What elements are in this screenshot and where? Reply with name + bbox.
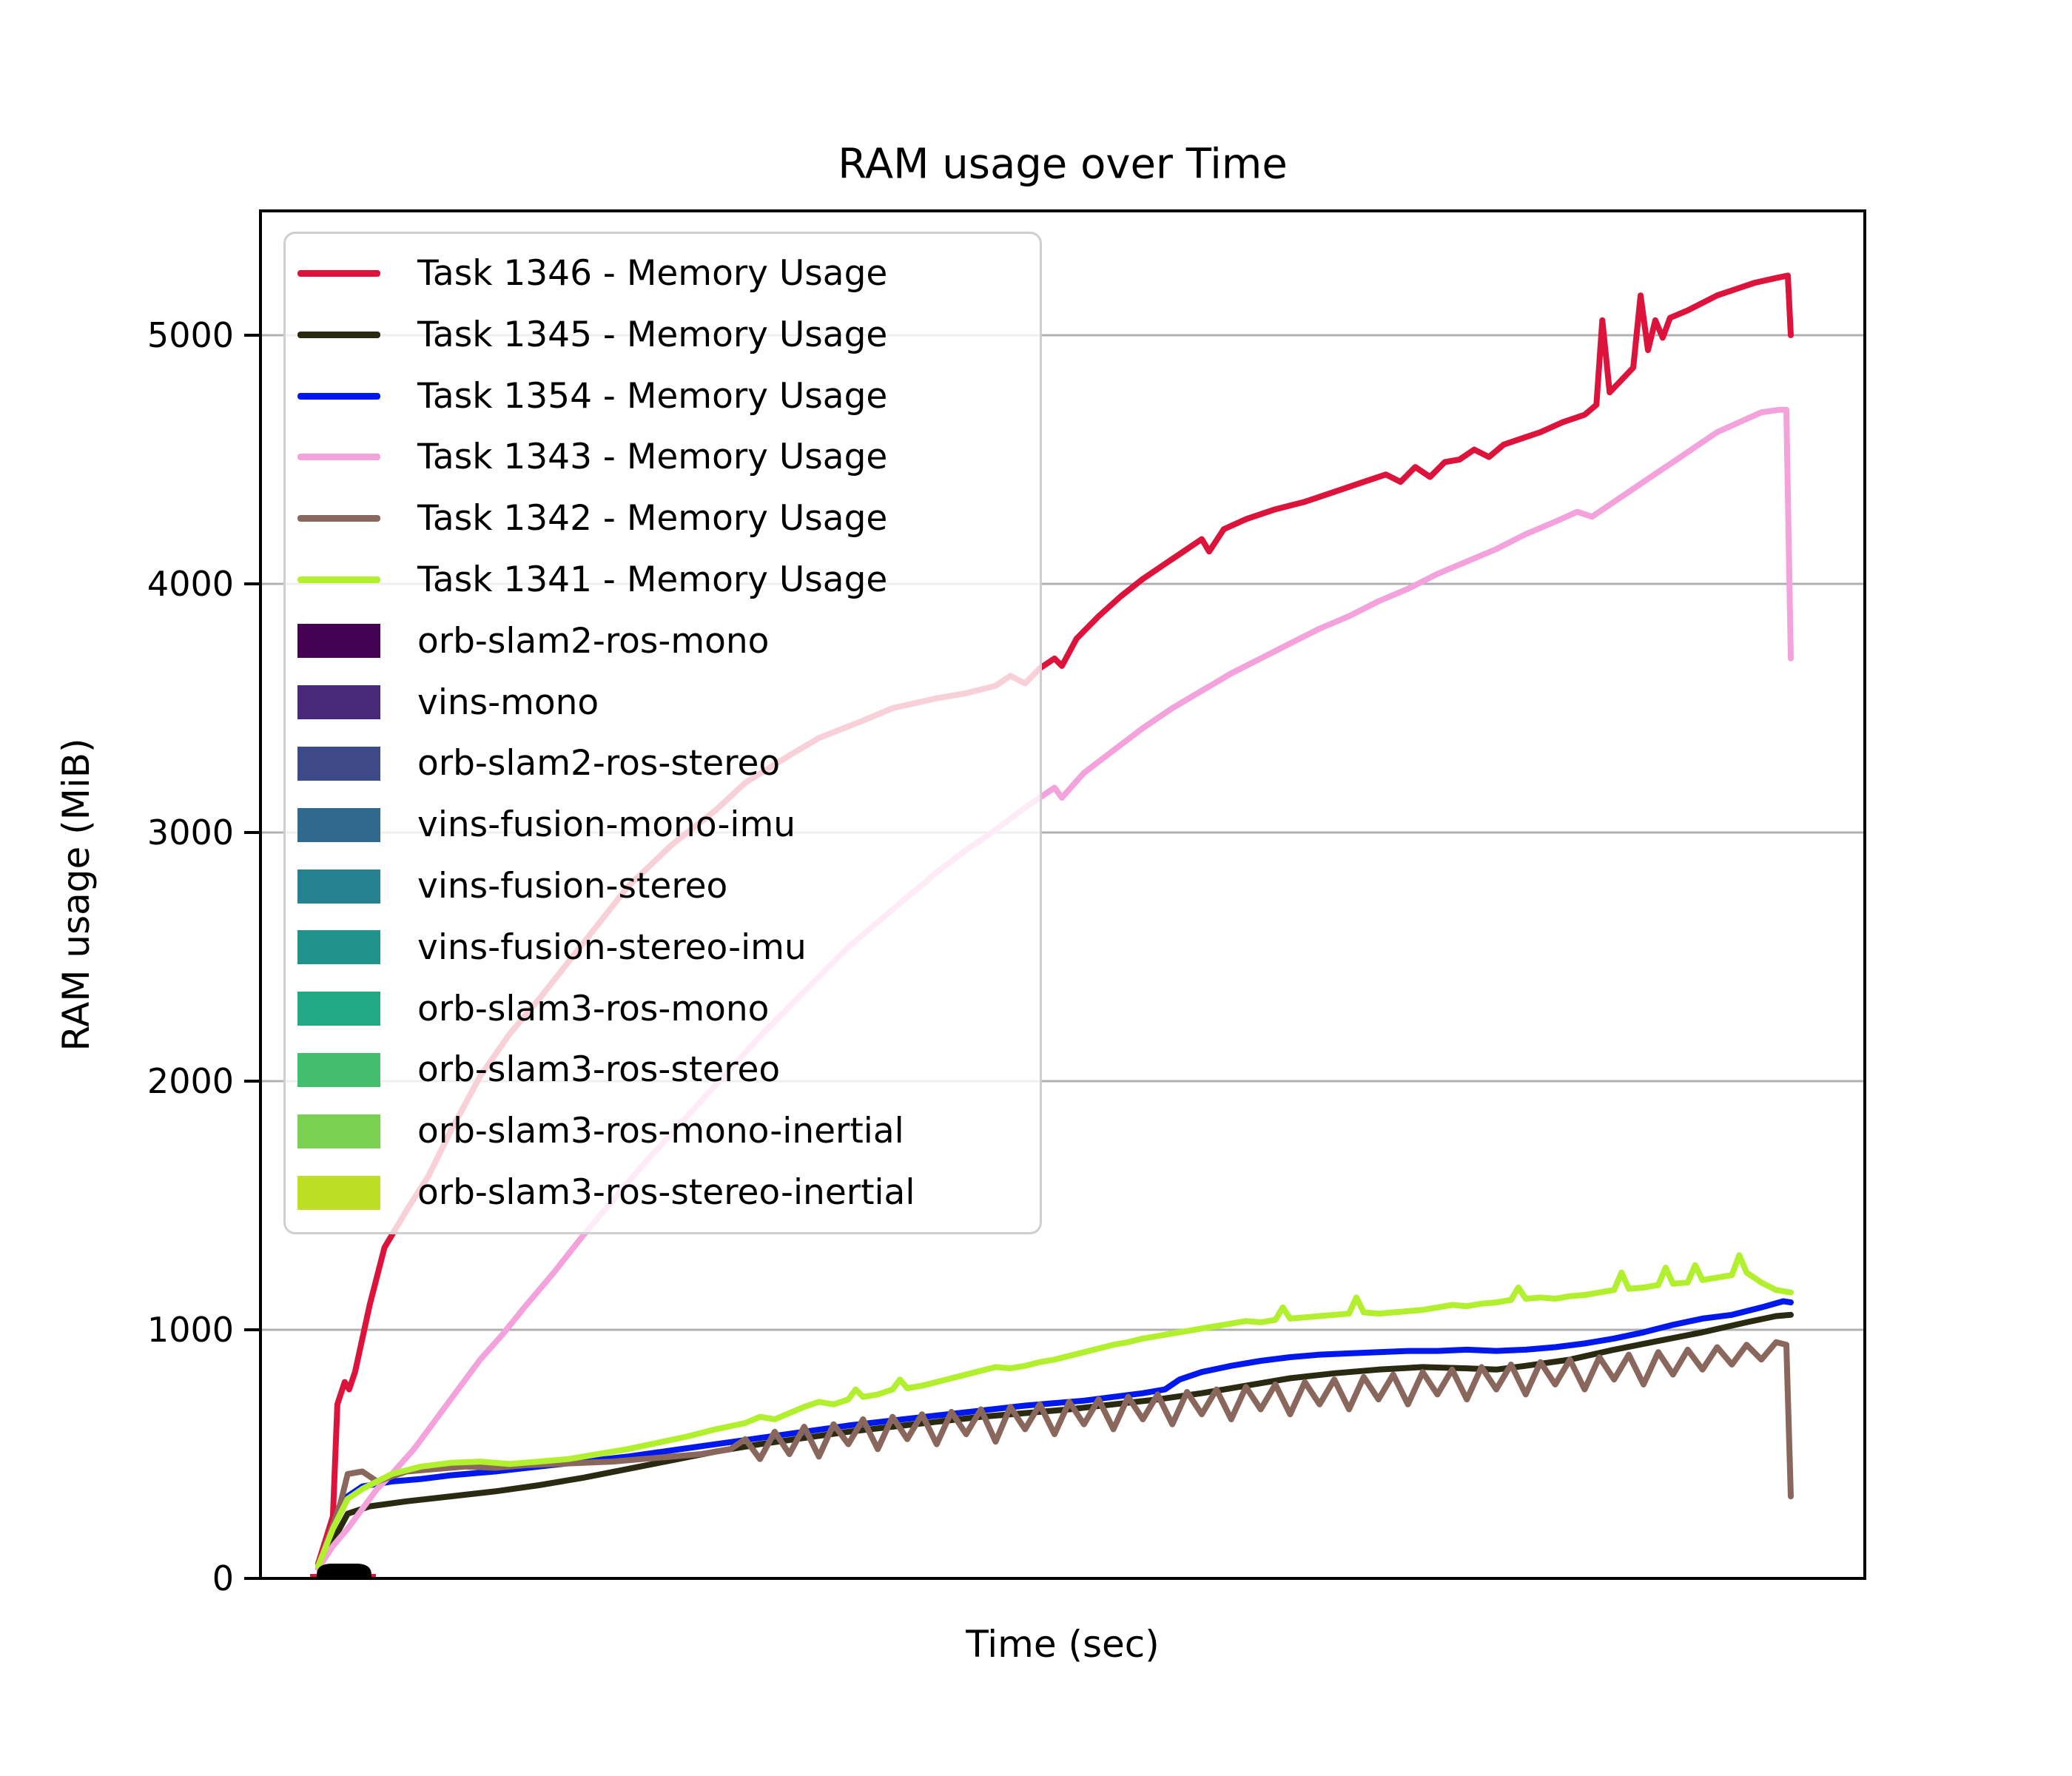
legend-line-handle bbox=[297, 331, 380, 338]
legend-item-line-3: Task 1343 - Memory Usage bbox=[297, 428, 1040, 487]
patch-swatch-icon bbox=[297, 624, 380, 659]
chart-title: RAM usage over Time bbox=[838, 140, 1288, 189]
legend-label: vins-fusion-stereo bbox=[417, 866, 728, 907]
line-swatch-icon bbox=[297, 331, 380, 338]
legend-item-patch-3: vins-fusion-mono-imu bbox=[297, 796, 1040, 855]
legend-item-patch-4: vins-fusion-stereo bbox=[297, 857, 1040, 916]
legend-patch-handle bbox=[297, 746, 380, 781]
legend-item-patch-2: orb-slam2-ros-stereo bbox=[297, 734, 1040, 793]
series-line-task-1343-memory-usage bbox=[315, 406, 1794, 1572]
legend-label: Task 1346 - Memory Usage bbox=[417, 252, 888, 294]
patch-swatch-icon bbox=[297, 992, 380, 1026]
legend-label: orb-slam3-ros-stereo-inertial bbox=[417, 1172, 915, 1214]
legend-line-handle bbox=[297, 576, 380, 583]
legend-item-patch-9: orb-slam3-ros-stereo-inertial bbox=[297, 1163, 1040, 1222]
legend-patch-handle bbox=[297, 1114, 380, 1148]
legend-item-patch-1: vins-mono bbox=[297, 673, 1040, 732]
line-swatch-icon bbox=[297, 515, 380, 522]
legend-item-patch-6: orb-slam3-ros-mono bbox=[297, 979, 1040, 1038]
patch-swatch-icon bbox=[297, 685, 380, 720]
y-tick-label: 4000 bbox=[147, 564, 234, 604]
legend-line-handle bbox=[297, 515, 380, 522]
y-tick-label: 5000 bbox=[147, 315, 234, 355]
y-tick-label: 0 bbox=[212, 1558, 234, 1598]
legend-label: vins-mono bbox=[417, 682, 599, 723]
legend-item-line-1: Task 1345 - Memory Usage bbox=[297, 305, 1040, 364]
start-marker-red-left bbox=[310, 1574, 319, 1578]
y-tick-label: 3000 bbox=[147, 813, 234, 852]
legend-item-line-5: Task 1341 - Memory Usage bbox=[297, 550, 1040, 609]
legend-patch-handle bbox=[297, 1175, 380, 1210]
series-line-task-1341-memory-usage bbox=[315, 1252, 1794, 1570]
legend-patch-handle bbox=[297, 1052, 380, 1087]
line-swatch-icon bbox=[297, 454, 380, 461]
legend-item-patch-0: orb-slam2-ros-mono bbox=[297, 611, 1040, 670]
patch-swatch-icon bbox=[297, 1114, 380, 1148]
legend-item-line-4: Task 1342 - Memory Usage bbox=[297, 489, 1040, 548]
patch-swatch-icon bbox=[297, 869, 380, 904]
y-tick-label: 1000 bbox=[147, 1310, 234, 1350]
series-line-task-1345-memory-usage bbox=[315, 1311, 1794, 1572]
legend-item-line-0: Task 1346 - Memory Usage bbox=[297, 243, 1040, 303]
legend-label: Task 1345 - Memory Usage bbox=[417, 314, 888, 355]
start-blob bbox=[317, 1564, 371, 1578]
legend-label: Task 1342 - Memory Usage bbox=[417, 498, 888, 539]
legend-label: orb-slam2-ros-stereo bbox=[417, 743, 781, 784]
legend-patch-handle bbox=[297, 807, 380, 842]
legend-label: orb-slam3-ros-mono-inertial bbox=[417, 1111, 904, 1152]
legend-item-patch-8: orb-slam3-ros-mono-inertial bbox=[297, 1102, 1040, 1161]
legend-item-line-2: Task 1354 - Memory Usage bbox=[297, 366, 1040, 426]
legend-label: orb-slam3-ros-mono bbox=[417, 988, 770, 1029]
legend-label: orb-slam3-ros-stereo bbox=[417, 1049, 781, 1091]
legend-box: Task 1346 - Memory Usage Task 1345 - Memo… bbox=[283, 232, 1042, 1234]
series-line-task-1342-memory-usage bbox=[315, 1339, 1794, 1570]
legend-item-patch-5: vins-fusion-stereo-imu bbox=[297, 918, 1040, 977]
legend-label: vins-fusion-stereo-imu bbox=[417, 926, 807, 968]
patch-swatch-icon bbox=[297, 1052, 380, 1087]
legend-label: Task 1354 - Memory Usage bbox=[417, 375, 888, 417]
patch-swatch-icon bbox=[297, 807, 380, 842]
legend-patch-handle bbox=[297, 930, 380, 965]
patch-swatch-icon bbox=[297, 746, 380, 781]
legend-patch-handle bbox=[297, 624, 380, 659]
line-swatch-icon bbox=[297, 392, 380, 400]
legend-line-handle bbox=[297, 392, 380, 400]
legend-label: orb-slam2-ros-mono bbox=[417, 620, 770, 662]
y-axis-label: RAM usage (MiB) bbox=[55, 738, 98, 1052]
legend-label: Task 1341 - Memory Usage bbox=[417, 559, 888, 600]
legend-patch-handle bbox=[297, 685, 380, 720]
line-swatch-icon bbox=[297, 269, 380, 277]
legend-label: Task 1343 - Memory Usage bbox=[417, 437, 888, 478]
legend-line-handle bbox=[297, 269, 380, 277]
legend-item-patch-7: orb-slam3-ros-stereo bbox=[297, 1040, 1040, 1100]
x-axis-label: Time (sec) bbox=[966, 1623, 1160, 1666]
legend-patch-handle bbox=[297, 869, 380, 904]
patch-swatch-icon bbox=[297, 930, 380, 965]
y-tick-label: 2000 bbox=[147, 1061, 234, 1101]
legend-label: vins-fusion-mono-imu bbox=[417, 804, 796, 846]
plot-border bbox=[259, 209, 1866, 1580]
patch-swatch-icon bbox=[297, 1175, 380, 1210]
legend-line-handle bbox=[297, 454, 380, 461]
line-swatch-icon bbox=[297, 576, 380, 583]
legend-patch-handle bbox=[297, 992, 380, 1026]
